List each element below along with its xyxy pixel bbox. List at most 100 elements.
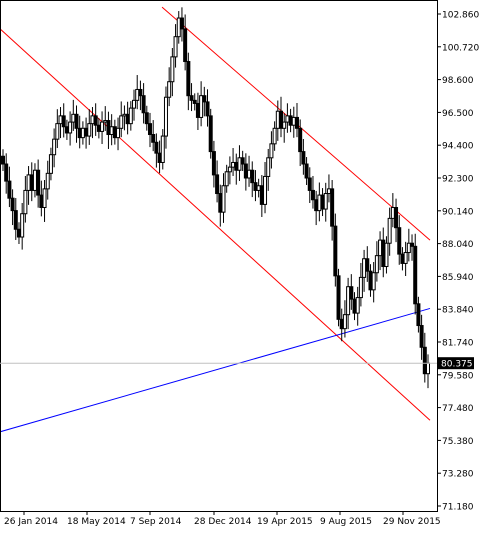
candle-body <box>231 161 236 168</box>
price-tick-label: 81.740 <box>442 339 474 349</box>
candle-body <box>224 171 229 187</box>
candle-body <box>365 258 370 272</box>
candle-body <box>301 151 306 165</box>
candle-body <box>179 17 184 30</box>
candle-body <box>314 199 319 212</box>
axis-layer <box>0 0 438 512</box>
candle-body <box>387 217 392 244</box>
candle-body <box>349 286 354 300</box>
candle-body <box>291 116 296 126</box>
candle-body <box>68 121 73 134</box>
candle-body <box>103 120 108 123</box>
last-price-label: 80.375 <box>441 360 473 370</box>
candle-body <box>141 95 146 114</box>
candle-body <box>199 95 204 118</box>
candle-body <box>413 245 418 305</box>
candle-body <box>151 134 156 143</box>
candle-body <box>1 155 5 165</box>
candle-body <box>122 113 127 117</box>
candle-body <box>192 99 197 104</box>
candle-body <box>339 318 344 330</box>
candle-body <box>55 123 60 140</box>
time-tick-label: 9 Aug 2015 <box>320 517 372 527</box>
price-tick-label: 85.940 <box>442 273 474 283</box>
candle-body <box>422 346 427 375</box>
candle-body <box>4 163 9 182</box>
candle-body <box>119 115 124 129</box>
candle-body <box>64 126 69 134</box>
candle-body <box>144 112 149 125</box>
candle-body <box>45 172 50 190</box>
candle-body <box>183 28 188 63</box>
candle-body <box>26 174 31 191</box>
price-tick-label: 100.720 <box>442 43 479 53</box>
candle-body <box>138 88 143 97</box>
candle-body <box>317 194 322 212</box>
candle-body <box>307 177 312 191</box>
candle-body <box>42 188 47 209</box>
price-tick-label: 92.300 <box>442 175 474 185</box>
candle-body <box>125 113 130 125</box>
candle-body <box>269 143 274 159</box>
price-tick-label: 94.400 <box>442 142 474 152</box>
candle-body <box>234 161 239 171</box>
candle-body <box>23 189 28 215</box>
candle-body <box>173 36 178 58</box>
candle-body <box>195 102 200 118</box>
candle-body <box>215 174 220 195</box>
candle-body <box>93 115 98 126</box>
candle-body <box>410 242 415 247</box>
candle-body <box>250 169 255 184</box>
candle-body <box>336 275 341 320</box>
time-tick-label: 28 Dec 2014 <box>194 517 252 527</box>
candle-body <box>71 113 76 123</box>
candle-body <box>384 242 389 268</box>
price-tick-label: 90.140 <box>442 207 474 217</box>
candle-body <box>16 228 21 238</box>
candle-body <box>358 276 363 299</box>
candle-body <box>416 303 421 327</box>
price-tick-label: 71.180 <box>442 503 474 513</box>
candle-body <box>170 56 175 83</box>
candle-body <box>157 152 162 163</box>
price-tick-label: 77.480 <box>442 404 474 414</box>
price-tick-label: 83.840 <box>442 306 474 316</box>
candle-body <box>48 154 53 174</box>
candle-body <box>84 127 89 137</box>
candle-body <box>406 242 411 254</box>
candle-body <box>29 174 34 191</box>
candle-body <box>58 115 63 125</box>
candle-body <box>132 99 137 109</box>
candle-body <box>100 121 105 132</box>
candle-body <box>39 194 44 209</box>
price-tick-label: 98.600 <box>442 76 474 86</box>
candle-body <box>243 163 248 179</box>
time-tick-label: 7 Sep 2014 <box>130 517 182 527</box>
candle-body <box>240 157 245 165</box>
candle-body <box>167 81 172 98</box>
candle-body <box>426 362 430 375</box>
candle-body <box>74 113 79 129</box>
price-tick-label: 75.380 <box>442 437 474 447</box>
candle-body <box>208 115 213 153</box>
candle-body <box>326 188 331 195</box>
candle-body <box>87 123 92 137</box>
candle-body <box>211 151 216 176</box>
price-axis-ticks: 102.860 100.720 98.600 96.500 94.400 92.300 90… <box>437 11 479 513</box>
candle-body <box>304 163 309 179</box>
price-tick-label: 79.580 <box>442 371 474 381</box>
candle-body <box>346 286 351 316</box>
candle-body <box>218 193 223 213</box>
candle-body <box>80 127 85 139</box>
candle-body <box>96 124 101 132</box>
candle-body <box>176 17 181 38</box>
candle-body <box>298 127 303 153</box>
candle-body <box>186 61 191 97</box>
candle-body <box>259 185 264 205</box>
candle-body <box>310 189 315 201</box>
candle-body <box>368 270 373 291</box>
trendline <box>0 307 431 433</box>
candle-body <box>32 169 37 191</box>
